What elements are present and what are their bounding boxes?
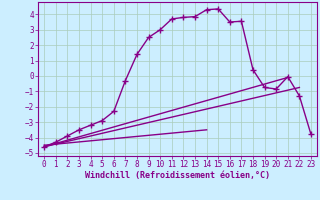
- X-axis label: Windchill (Refroidissement éolien,°C): Windchill (Refroidissement éolien,°C): [85, 171, 270, 180]
